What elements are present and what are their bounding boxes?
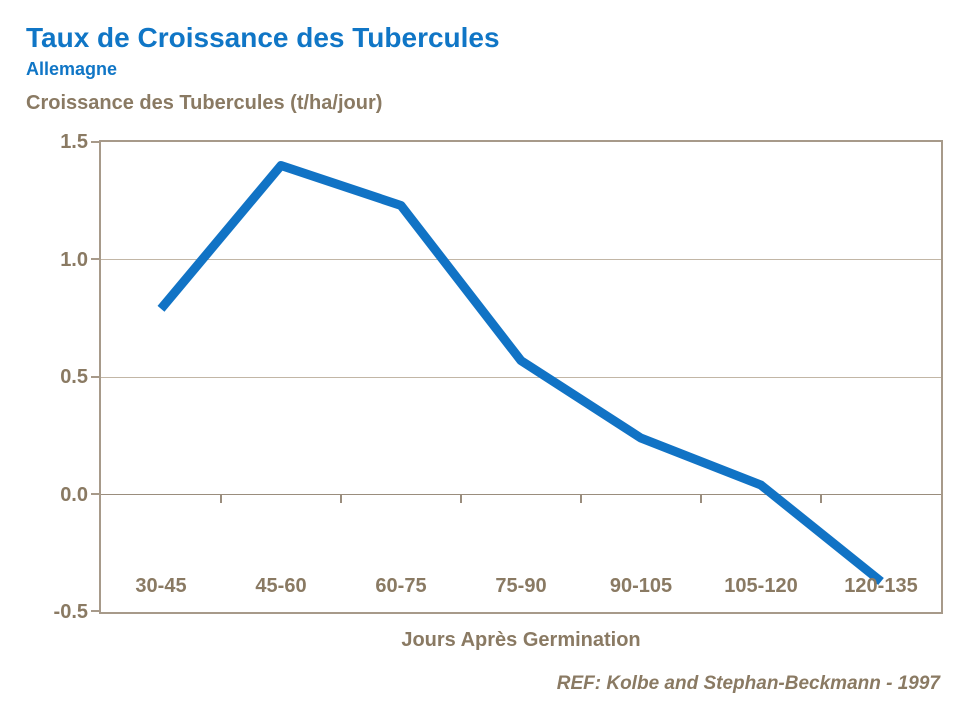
y-tick-label: 0.5: [60, 366, 88, 388]
zero-tick-mark: [580, 495, 582, 503]
y-tick-label: 0.0: [60, 484, 88, 506]
y-tick-label: 1.0: [60, 249, 88, 271]
growth-line-series: [157, 161, 884, 586]
x-tick-label: 45-60: [255, 575, 307, 597]
y-tick-label: 1.5: [60, 131, 88, 153]
x-tick-label: 60-75: [375, 575, 427, 597]
page-title: Taux de Croissance des Tubercules: [26, 22, 500, 53]
reference-text: REF: Kolbe and Stephan-Beckmann - 1997: [556, 673, 940, 694]
y-tick-mark: [91, 610, 99, 612]
zero-tick-mark: [460, 495, 462, 503]
x-tick-label: 120-135: [844, 575, 918, 597]
gridline-0-5: [101, 377, 941, 378]
x-tick-label: 75-90: [495, 575, 547, 597]
page-subtitle: Allemagne: [26, 59, 118, 79]
y-tick-label: -0.5: [53, 601, 88, 623]
y-tick-mark: [91, 376, 99, 378]
x-tick-label: 90-105: [609, 575, 673, 597]
zero-axis-line: [101, 494, 941, 495]
x-tick-label: 30-45: [135, 575, 187, 597]
y-tick-mark: [91, 258, 99, 260]
y-tick-mark: [91, 493, 99, 495]
y-axis-title: Croissance des Tubercules (t/ha/jour): [26, 92, 383, 114]
x-axis-title: Jours Après Germination: [401, 629, 641, 651]
x-tick-label: 105-120: [724, 575, 798, 597]
plot-area: 30-45 45-60 60-75 75-90 90-105 105-120 1…: [99, 140, 943, 614]
y-tick-mark: [91, 141, 99, 143]
zero-tick-mark: [220, 495, 222, 503]
zero-tick-mark: [700, 495, 702, 503]
gridline-1-0: [101, 259, 941, 260]
zero-tick-mark: [340, 495, 342, 503]
zero-tick-mark: [820, 495, 822, 503]
